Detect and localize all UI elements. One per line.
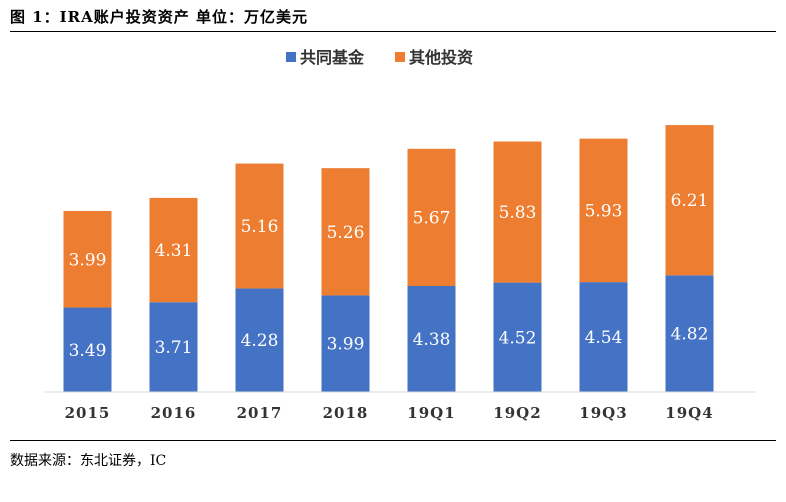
data-label: 6.21 bbox=[671, 191, 709, 211]
bar-mutual-funds-19Q2 bbox=[493, 282, 542, 392]
data-label: 5.16 bbox=[241, 217, 279, 237]
data-label: 4.38 bbox=[413, 330, 451, 350]
legend: 共同基金 其他投资 bbox=[286, 48, 473, 67]
bar-other-investments-19Q3 bbox=[579, 138, 628, 283]
data-label: 3.71 bbox=[155, 338, 193, 358]
bar-mutual-funds-2015 bbox=[63, 307, 112, 392]
bar-mutual-funds-2018 bbox=[321, 295, 370, 392]
x-tick-label: 19Q3 bbox=[579, 404, 627, 422]
data-label: 3.49 bbox=[69, 341, 107, 361]
data-label: 4.28 bbox=[241, 331, 279, 351]
stacked-bar-chart: 共同基金 其他投资 3.49 3.99 3.71 4.31 4.28 5.16 3.99 5.2… bbox=[45, 48, 756, 422]
x-tick-label: 19Q1 bbox=[407, 404, 455, 422]
data-label: 4.52 bbox=[499, 328, 537, 348]
x-tick-label: 2015 bbox=[65, 404, 111, 422]
bar-mutual-funds-2016 bbox=[149, 302, 198, 392]
data-label: 3.99 bbox=[327, 335, 365, 355]
bar-other-investments-2015 bbox=[63, 210, 112, 308]
bar-mutual-funds-19Q4 bbox=[665, 275, 714, 392]
bar-other-investments-2018 bbox=[321, 168, 370, 296]
data-label: 5.67 bbox=[413, 208, 451, 228]
bar-other-investments-19Q2 bbox=[493, 141, 542, 283]
data-label: 3.99 bbox=[69, 250, 107, 270]
bar-other-investments-2016 bbox=[149, 197, 198, 303]
legend-label: 共同基金 bbox=[300, 48, 365, 67]
bottom-rule bbox=[10, 440, 776, 441]
bar-mutual-funds-2017 bbox=[235, 288, 284, 392]
x-tick-label: 2018 bbox=[323, 404, 369, 422]
legend-swatch bbox=[395, 52, 405, 62]
data-label: 5.26 bbox=[327, 223, 365, 243]
figure-title: 图 1：IRA账户投资资产 单位：万亿美元 bbox=[10, 8, 309, 26]
x-tick-label: 2017 bbox=[237, 404, 283, 422]
legend-swatch bbox=[286, 52, 296, 62]
bar-mutual-funds-19Q1 bbox=[407, 286, 456, 392]
data-label: 5.83 bbox=[499, 203, 537, 223]
source-note: 数据来源：东北证券，IC bbox=[10, 453, 167, 469]
top-rule bbox=[10, 31, 776, 32]
data-label: 5.93 bbox=[585, 201, 623, 221]
x-tick-labels: 2015 2016 2017 2018 19Q1 19Q2 19Q3 19Q4 bbox=[65, 404, 713, 422]
data-label: 4.82 bbox=[671, 325, 709, 345]
bar-mutual-funds-19Q3 bbox=[579, 282, 628, 392]
data-label: 4.54 bbox=[585, 328, 623, 348]
x-tick-label: 2016 bbox=[151, 404, 197, 422]
legend-label: 其他投资 bbox=[409, 48, 473, 67]
bar-other-investments-2017 bbox=[235, 163, 284, 289]
x-tick-label: 19Q4 bbox=[665, 404, 713, 422]
bars: 3.49 3.99 3.71 4.31 4.28 5.16 3.99 5.26 4.38 5.67… bbox=[63, 125, 714, 392]
data-label: 4.31 bbox=[155, 241, 193, 261]
x-tick-label: 19Q2 bbox=[493, 404, 541, 422]
bar-other-investments-19Q1 bbox=[407, 148, 456, 287]
bar-other-investments-19Q4 bbox=[665, 125, 714, 276]
